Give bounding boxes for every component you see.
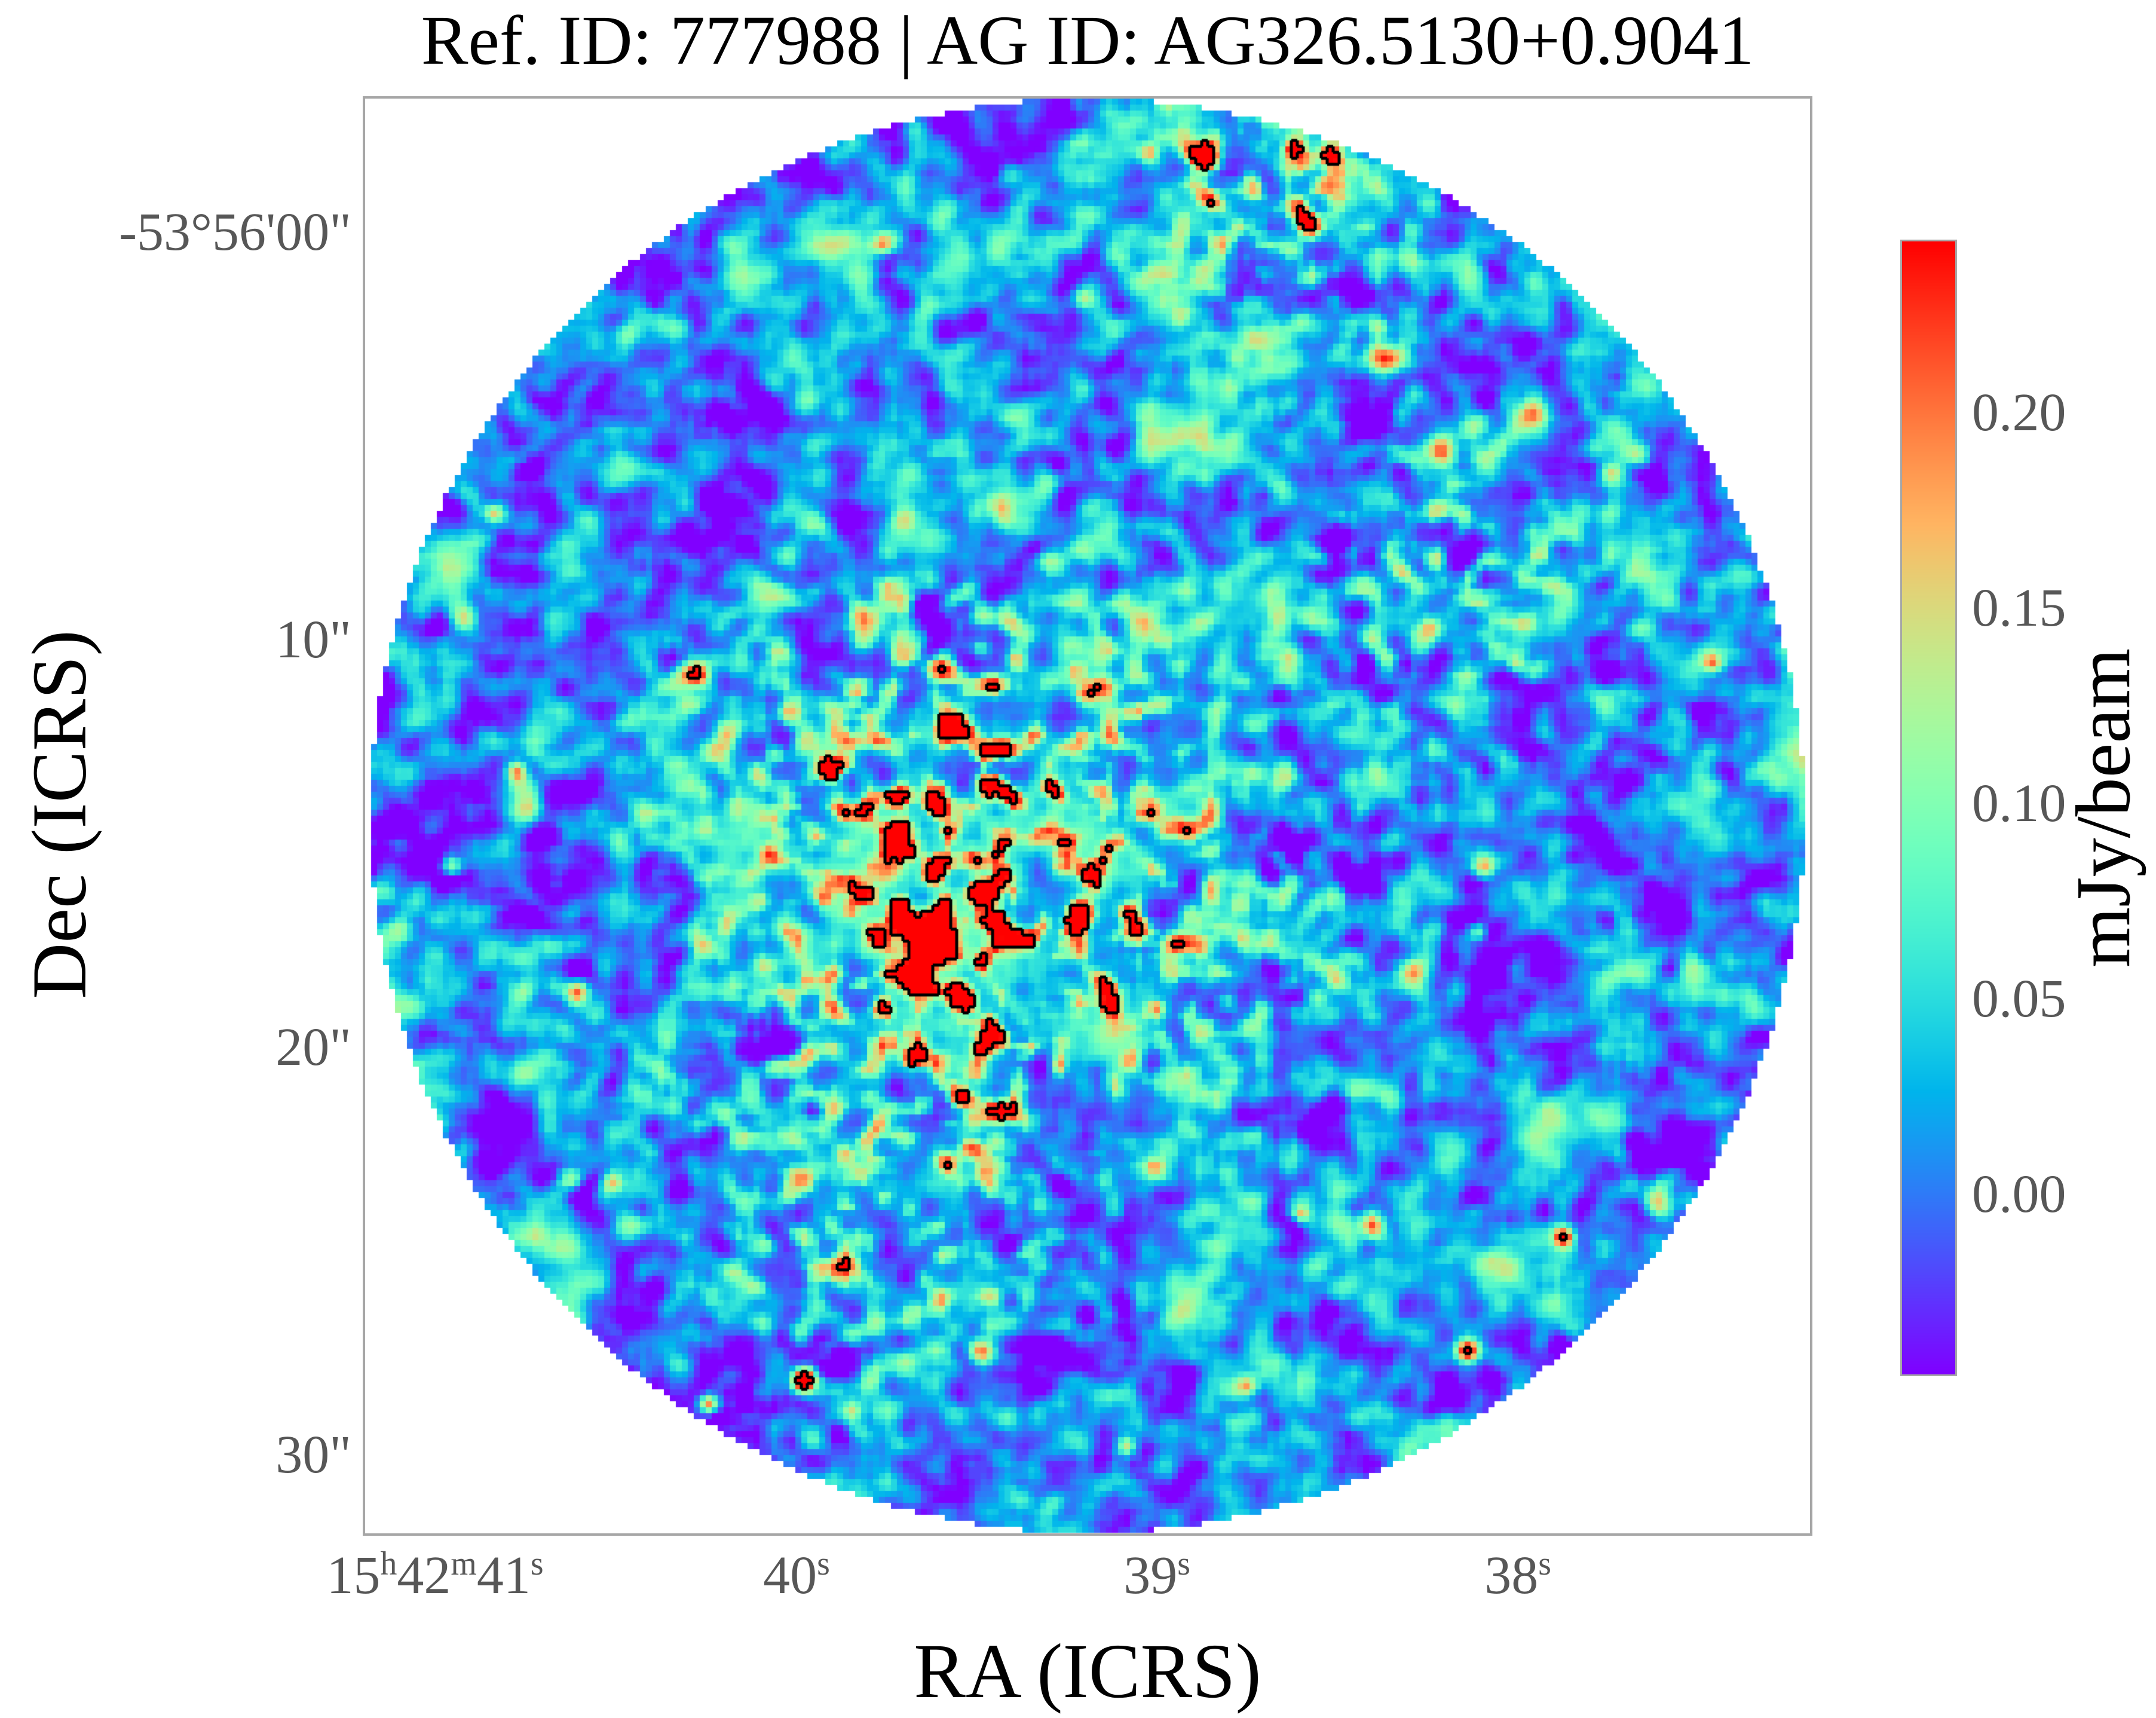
plot-title: Ref. ID: 777988 | AG ID: AG326.5130+0.90…: [421, 1, 1754, 79]
y-tick-label: 30": [275, 1425, 351, 1485]
colorbar-tick-label: 0.10: [1972, 773, 2066, 833]
colorbar-gradient-canvas: [1902, 241, 1955, 1374]
colorbar-tick-label: 0.15: [1972, 578, 2066, 638]
x-tick-superscript: h: [380, 1545, 397, 1582]
x-tick-superscript: s: [817, 1545, 830, 1582]
plot-frame: [363, 96, 1812, 1536]
y-tick-label: 20": [275, 1018, 351, 1077]
x-tick-label: 39s: [1123, 1545, 1190, 1605]
x-tick-superscript: s: [1538, 1545, 1551, 1582]
x-tick-label: 38s: [1484, 1545, 1551, 1605]
x-tick-superscript: m: [451, 1545, 477, 1582]
y-tick-label: 10": [275, 610, 351, 670]
y-tick-label: -53°56'00": [119, 203, 351, 262]
colorbar: [1900, 240, 1957, 1376]
x-axis-label: RA (ICRS): [914, 1628, 1261, 1714]
x-tick-label: 40s: [763, 1545, 830, 1605]
colorbar-tick-label: 0.00: [1972, 1165, 2066, 1224]
x-tick-label: 15h42m41s: [326, 1545, 544, 1605]
x-tick-superscript: s: [1177, 1545, 1190, 1582]
colorbar-tick-label: 0.20: [1972, 383, 2066, 443]
colorbar-tick-label: 0.05: [1972, 969, 2066, 1029]
x-tick-superscript: s: [530, 1545, 544, 1582]
sky-map-canvas: [365, 99, 1810, 1533]
